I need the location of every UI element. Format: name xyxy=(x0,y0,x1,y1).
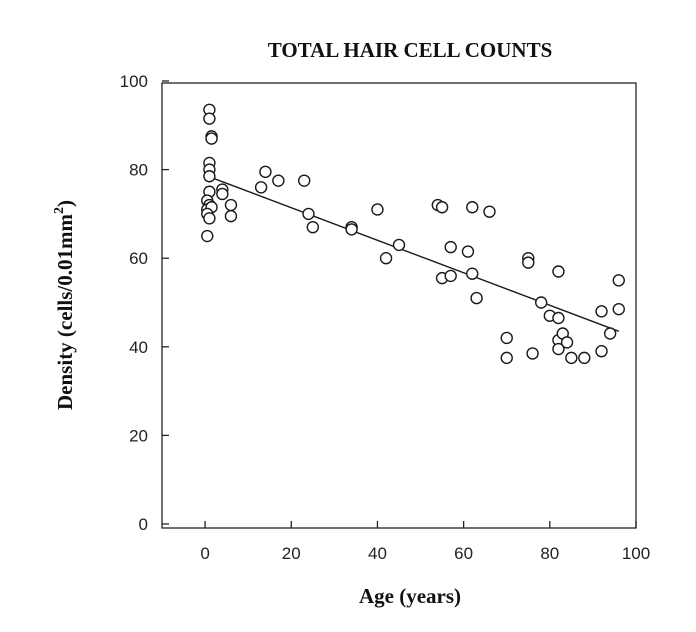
data-point xyxy=(435,201,449,214)
data-point xyxy=(500,331,513,345)
data-point xyxy=(302,207,315,221)
y-tick-label: 20 xyxy=(129,426,148,445)
data-point xyxy=(461,245,475,258)
data-point xyxy=(535,296,548,309)
data-point xyxy=(203,112,216,125)
data-point xyxy=(298,174,311,187)
y-tick-label: 0 xyxy=(139,515,148,534)
data-point xyxy=(371,203,384,216)
x-tick-label: 0 xyxy=(200,544,209,563)
regression-line xyxy=(213,177,620,332)
y-axis-label: Density (cells/0.01mm2) xyxy=(52,200,77,410)
data-point xyxy=(466,267,479,280)
data-point xyxy=(224,198,238,212)
x-axis-label: Age (years) xyxy=(359,584,461,608)
y-axis: 0 20 40 60 80 100 xyxy=(120,72,169,534)
x-axis: 0 20 40 60 80 100 xyxy=(200,521,650,563)
data-point xyxy=(466,201,479,214)
data-points xyxy=(201,103,625,365)
x-tick-label: 80 xyxy=(540,544,559,563)
data-point xyxy=(500,351,513,365)
data-point xyxy=(522,256,535,269)
chart-title: TOTAL HAIR CELL COUNTS xyxy=(268,38,553,62)
data-point xyxy=(603,327,617,340)
data-point xyxy=(612,274,625,287)
data-point xyxy=(552,265,565,278)
y-tick-label: 40 xyxy=(129,338,148,357)
data-point xyxy=(306,220,320,234)
y-axis-label-superscript: 2 xyxy=(52,207,67,214)
data-point xyxy=(612,302,625,316)
data-point xyxy=(483,205,496,218)
data-point xyxy=(444,240,457,254)
data-point xyxy=(345,223,358,236)
data-point xyxy=(560,336,574,349)
x-tick-label: 20 xyxy=(282,544,301,563)
data-point xyxy=(224,209,238,223)
data-point xyxy=(595,345,608,358)
y-axis-label-close: ) xyxy=(53,200,77,207)
data-point xyxy=(444,269,457,283)
plot-frame xyxy=(161,82,637,529)
y-axis-label-main: Density (cells/0.01mm xyxy=(53,214,77,410)
x-tick-label: 60 xyxy=(454,544,473,563)
data-point xyxy=(552,311,565,325)
data-point xyxy=(203,170,216,183)
data-point xyxy=(272,174,285,187)
data-point xyxy=(203,212,216,225)
data-point xyxy=(379,252,393,265)
data-point xyxy=(392,238,406,252)
data-point xyxy=(201,229,214,243)
y-tick-label: 60 xyxy=(129,249,148,268)
data-point xyxy=(254,181,268,194)
x-tick-label: 40 xyxy=(368,544,387,563)
data-point xyxy=(470,291,483,305)
data-point xyxy=(216,187,229,201)
data-point xyxy=(578,351,591,365)
y-tick-label: 100 xyxy=(120,72,148,91)
y-tick-label: 80 xyxy=(129,161,148,180)
x-tick-label: 100 xyxy=(622,544,650,563)
data-point xyxy=(565,351,578,365)
data-point xyxy=(552,342,565,356)
data-point xyxy=(205,132,218,145)
data-point xyxy=(526,347,539,360)
data-point xyxy=(259,165,272,179)
data-point xyxy=(595,305,608,318)
